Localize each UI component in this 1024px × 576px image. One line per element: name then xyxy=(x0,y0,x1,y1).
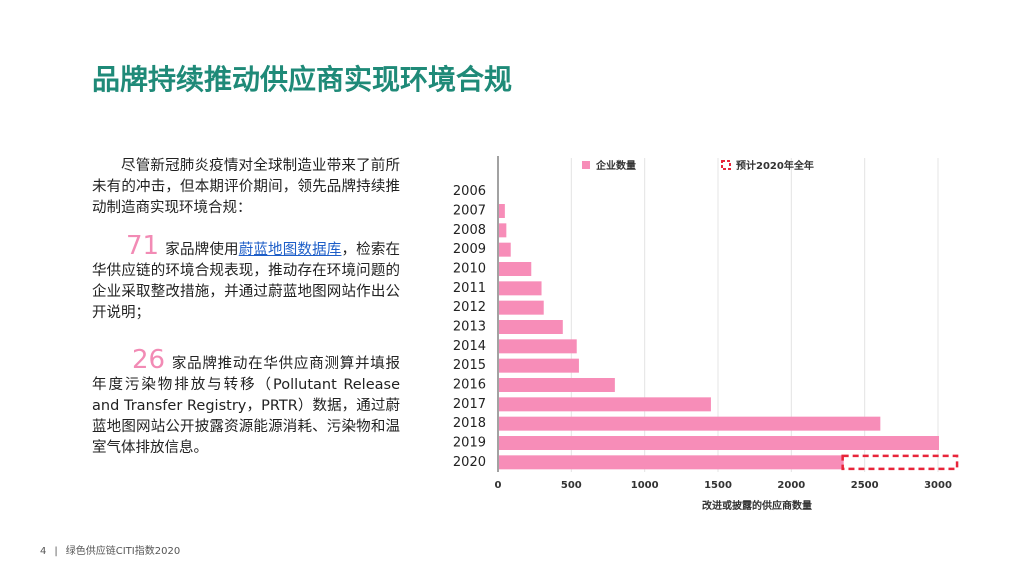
bar xyxy=(499,300,544,315)
bar xyxy=(499,455,844,470)
bar xyxy=(499,242,511,257)
legend-swatch xyxy=(582,161,590,169)
y-tick-label: 2010 xyxy=(453,262,486,277)
x-axis-title: 改进或披露的供应商数量 xyxy=(702,499,812,512)
x-tick-label: 2500 xyxy=(851,480,879,491)
bar xyxy=(499,358,579,373)
slide-title: 品牌持续推动供应商实现环境合规 xyxy=(92,63,513,96)
y-tick-label: 2008 xyxy=(453,223,486,238)
y-tick-label: 2012 xyxy=(453,300,486,315)
y-tick-label: 2013 xyxy=(453,320,486,335)
x-tick-label: 2000 xyxy=(777,480,805,491)
x-tick-label: 3000 xyxy=(924,480,952,491)
page-number: 4 xyxy=(40,546,47,557)
y-tick-label: 2014 xyxy=(453,339,486,354)
x-tick-label: 500 xyxy=(561,480,582,491)
bar xyxy=(499,397,711,412)
footer-text: 绿色供应链CITI指数2020 xyxy=(65,546,181,557)
link[interactable]: 蔚蓝地图数据库 xyxy=(238,242,342,258)
point-1: 71 家品牌使用蔚蓝地图数据库，检索在华供应链的环境合规表现，推动存在环境问题的企… xyxy=(92,233,401,324)
intro-text: 尽管新冠肺炎疫情对全球制造业带来了前所未有的冲击，但本期评价期间，领先品牌持续推… xyxy=(92,158,400,216)
footer: 4 | 绿色供应链CITI指数2020 xyxy=(40,542,180,557)
legend-label: 预计2020年全年 xyxy=(736,159,814,172)
text: ，检索在华供应链的环境合规表现，推动存在环境问题的企业采取整改措施，并通过蔚蓝地… xyxy=(92,242,401,321)
bar xyxy=(499,320,563,334)
y-tick-label: 2017 xyxy=(453,397,486,412)
text: 家品牌使用 xyxy=(165,242,239,258)
y-tick-label: 2009 xyxy=(453,242,486,257)
bar xyxy=(499,378,615,392)
y-tick-label: 2018 xyxy=(453,416,486,431)
y-tick-label: 2016 xyxy=(453,378,486,393)
legend-label: 企业数量 xyxy=(595,159,636,172)
bar xyxy=(499,204,505,218)
bar xyxy=(499,416,881,431)
x-tick-label: 1000 xyxy=(631,480,659,491)
separator: | xyxy=(54,546,58,557)
y-tick-label: 2011 xyxy=(453,281,486,296)
bar xyxy=(499,339,577,354)
bar xyxy=(499,223,507,238)
y-tick-label: 2019 xyxy=(453,436,486,451)
y-tick-label: 2006 xyxy=(453,184,486,199)
highlight-number: 71 xyxy=(126,231,160,261)
x-tick-label: 1500 xyxy=(704,480,732,491)
highlight-number: 26 xyxy=(132,345,166,375)
projection xyxy=(841,454,959,471)
bar xyxy=(499,436,939,450)
legend-swatch xyxy=(721,160,731,170)
x-tick-label: 0 xyxy=(495,480,502,491)
y-tick-label: 2015 xyxy=(453,358,486,373)
y-tick-label: 2007 xyxy=(453,204,486,219)
y-tick-label: 2020 xyxy=(453,455,486,470)
point-2: 26 家品牌推动在华供应商测算并填报年度污染物排放与转移（Pollutant Re… xyxy=(92,347,400,459)
bar xyxy=(499,262,532,276)
text: 家品牌推动在华供应商测算并填报年度污染物排放与转移（Pollutant Rele… xyxy=(92,356,400,456)
bar xyxy=(499,281,542,296)
